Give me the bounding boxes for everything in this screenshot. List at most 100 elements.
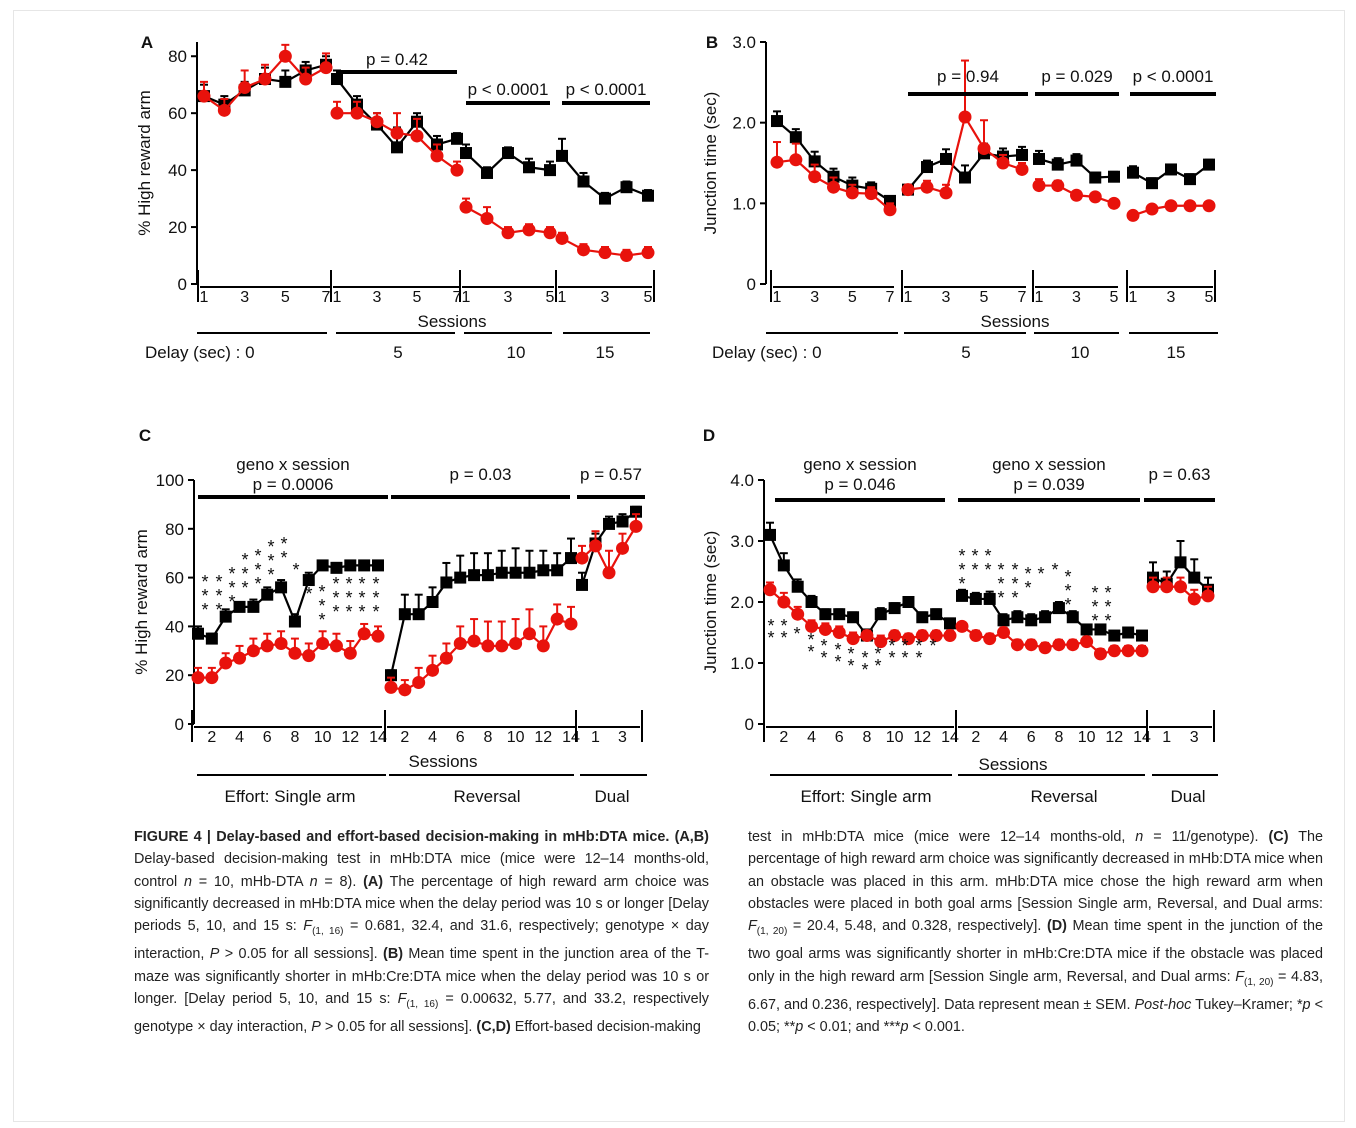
data-point-mutant-A — [598, 246, 612, 260]
data-point-mutant-A — [330, 106, 344, 120]
data-point-mutant-D — [955, 619, 969, 633]
data-point-mutant-C — [439, 651, 453, 665]
significance-asterisk-D: * — [1064, 581, 1071, 601]
caption-title: FIGURE 4 | Delay-based and effort-based … — [134, 829, 670, 845]
caption-cd-text: Effort-based decision-making — [510, 1019, 701, 1036]
x-tick-label-A: 7 — [322, 289, 331, 306]
data-point-mutant-D — [969, 629, 983, 643]
data-point-mutant-C — [589, 539, 602, 553]
x-tick-label-C: 6 — [456, 729, 465, 746]
data-point-control-C — [616, 515, 629, 528]
caption-tail1: Tukey–Kramer; * — [1191, 996, 1303, 1013]
data-point-control-C — [440, 576, 453, 589]
data-point-control-B — [921, 161, 933, 174]
figure-caption: FIGURE 4 | Delay-based and effort-based … — [134, 826, 1344, 1116]
significance-asterisk-D: * — [767, 628, 774, 648]
data-point-mutant-D — [1010, 638, 1024, 652]
group-label-C: Effort: Single arm — [224, 787, 355, 806]
group-label-B: 10 — [1071, 343, 1090, 362]
y-axis-label-B: Junction time (sec) — [701, 92, 720, 235]
data-point-mutant-D — [888, 629, 902, 643]
data-point-mutant-C — [205, 671, 219, 685]
data-point-mutant-B — [901, 183, 915, 197]
caption-tail2: < 0.05; — [748, 996, 1323, 1036]
significance-asterisk-D: * — [1011, 560, 1018, 580]
x-tick-label-C: 8 — [290, 729, 299, 746]
data-point-control-C — [398, 608, 411, 621]
data-point-control-C — [630, 505, 642, 518]
significance-asterisk-D: * — [793, 624, 800, 644]
x-tick-label-B: 1 — [1035, 289, 1044, 306]
data-point-mutant-C — [575, 551, 589, 565]
data-point-mutant-B — [1032, 179, 1046, 193]
data-point-control-D — [888, 602, 901, 615]
significance-asterisk-C: * — [345, 574, 352, 594]
data-point-control-A — [577, 175, 590, 188]
x-tick-label-B: 3 — [1167, 289, 1176, 306]
significance-asterisk-C: * — [241, 564, 248, 584]
significance-asterisk-C: * — [254, 560, 261, 580]
significance-asterisk-D: * — [997, 574, 1004, 594]
data-point-control-A — [556, 149, 568, 162]
x-tick-label-A: 5 — [281, 289, 290, 306]
data-point-control-D — [944, 617, 956, 630]
x-tick-label-D: 14 — [1133, 729, 1151, 746]
significance-asterisk-D: * — [807, 642, 814, 662]
data-point-control-C — [261, 588, 274, 601]
data-point-mutant-B — [1202, 199, 1216, 213]
data-point-control-C — [481, 569, 494, 582]
data-point-control-B — [789, 131, 802, 144]
data-point-mutant-A — [450, 163, 464, 177]
data-point-control-D — [916, 611, 929, 624]
x-tick-label-D: 12 — [1105, 729, 1123, 746]
caption-f-symbol: F — [1235, 968, 1244, 985]
x-tick-label-D: 6 — [835, 729, 844, 746]
x-axis-label-D: Sessions — [979, 755, 1048, 774]
significance-asterisk-D: * — [888, 648, 895, 668]
y-tick-label-B: 0 — [747, 275, 756, 294]
data-point-control-D — [1094, 623, 1107, 636]
x-tick-label-B: 5 — [1110, 289, 1119, 306]
x-tick-label-A: 5 — [413, 289, 422, 306]
x-tick-label-D: 1 — [1162, 729, 1171, 746]
significance-asterisk-D: * — [1064, 595, 1071, 615]
data-point-mutant-A — [543, 226, 557, 240]
data-point-mutant-D — [929, 629, 943, 643]
data-point-mutant-B — [1164, 199, 1178, 213]
caption-a-label: (A) — [363, 873, 384, 890]
significance-asterisk-D: * — [861, 648, 868, 668]
data-point-control-D — [1136, 629, 1148, 642]
x-tick-label-C: 10 — [314, 729, 332, 746]
caption-cd-label: (C,D) — [476, 1019, 511, 1036]
y-axis-label-C: % High reward arm — [132, 529, 151, 675]
x-tick-label-D: 8 — [862, 729, 871, 746]
significance-asterisk-D: * — [780, 616, 787, 636]
data-point-control-C — [412, 608, 425, 621]
x-tick-label-D: 2 — [779, 729, 788, 746]
data-point-mutant-A — [370, 115, 384, 129]
data-point-control-D — [956, 589, 968, 602]
x-tick-label-C: 10 — [507, 729, 525, 746]
x-axis-label-B: Sessions — [981, 312, 1050, 331]
figure-frame — [13, 10, 1345, 1122]
caption-n-symbol: n — [309, 873, 318, 890]
data-point-mutant-B — [996, 156, 1010, 170]
caption-d-label: (D) — [1046, 918, 1067, 935]
caption-ab-label: (A,B) — [674, 829, 709, 845]
group-label-D: Dual — [1171, 787, 1206, 806]
significance-asterisk-D: * — [984, 560, 991, 580]
y-tick-label-C: 80 — [165, 520, 184, 539]
y-tick-label-A: 20 — [168, 218, 187, 237]
caption-p-symbol: p — [900, 1019, 909, 1036]
caption-d-text2: = 4.83, 6.67, and 0.236, respectively]. … — [748, 968, 1323, 1013]
x-tick-label-C: 6 — [263, 729, 272, 746]
y-tick-label-D: 3.0 — [730, 532, 754, 551]
significance-asterisk-C: * — [358, 588, 365, 608]
data-point-mutant-B — [1015, 162, 1029, 176]
significance-asterisk-C: * — [280, 548, 287, 568]
y-tick-label-D: 2.0 — [730, 593, 754, 612]
group-label-B: 15 — [1167, 343, 1186, 362]
significance-asterisk-D: * — [780, 628, 787, 648]
group-label-C: Dual — [595, 787, 630, 806]
data-point-mutant-A — [459, 200, 473, 214]
